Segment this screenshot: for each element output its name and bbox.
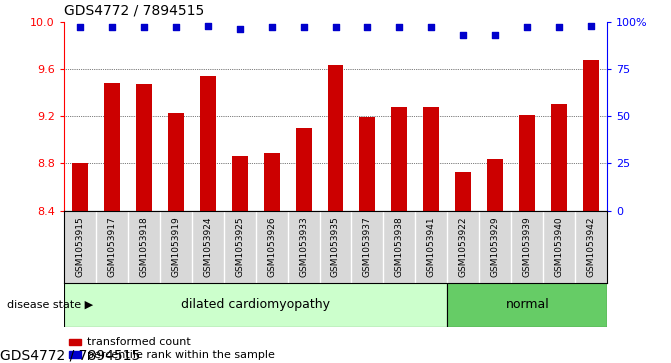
Point xyxy=(298,25,309,30)
Point xyxy=(458,32,469,38)
Point xyxy=(330,25,341,30)
Text: GDS4772 / 7894515: GDS4772 / 7894515 xyxy=(64,4,204,18)
Text: GSM1053942: GSM1053942 xyxy=(586,216,596,277)
Bar xyxy=(136,84,152,211)
Text: GSM1053924: GSM1053924 xyxy=(203,216,212,277)
Point xyxy=(586,23,597,28)
Bar xyxy=(583,60,599,211)
Text: GSM1053919: GSM1053919 xyxy=(171,216,180,277)
Text: GSM1053915: GSM1053915 xyxy=(75,216,85,277)
Bar xyxy=(69,351,81,358)
Point xyxy=(394,25,405,30)
Text: GSM1053940: GSM1053940 xyxy=(555,216,564,277)
Bar xyxy=(423,107,440,211)
Bar xyxy=(552,104,567,211)
Text: GSM1053935: GSM1053935 xyxy=(331,216,340,277)
Text: dilated cardiomyopathy: dilated cardiomyopathy xyxy=(181,298,330,311)
Bar xyxy=(391,107,407,211)
Point xyxy=(426,25,437,30)
Text: percentile rank within the sample: percentile rank within the sample xyxy=(87,350,274,360)
Bar xyxy=(168,113,184,211)
Text: GSM1053939: GSM1053939 xyxy=(523,216,532,277)
Text: GSM1053933: GSM1053933 xyxy=(299,216,308,277)
Bar xyxy=(456,172,471,211)
Text: normal: normal xyxy=(505,298,549,311)
Point xyxy=(490,32,501,38)
Bar xyxy=(104,83,119,211)
Bar xyxy=(64,283,448,327)
Text: GSM1053926: GSM1053926 xyxy=(267,216,276,277)
Point xyxy=(74,25,85,30)
Text: GSM1053917: GSM1053917 xyxy=(107,216,116,277)
Point xyxy=(106,25,117,30)
Text: GSM1053925: GSM1053925 xyxy=(235,216,244,277)
Bar xyxy=(519,115,535,211)
Bar xyxy=(327,65,344,211)
Bar xyxy=(69,339,81,345)
Bar xyxy=(264,153,280,211)
Point xyxy=(266,25,277,30)
Text: GSM1053941: GSM1053941 xyxy=(427,216,436,277)
Point xyxy=(522,25,533,30)
Point xyxy=(362,25,373,30)
Bar xyxy=(487,159,503,211)
Bar xyxy=(72,163,88,211)
Point xyxy=(554,25,565,30)
Text: GSM1053922: GSM1053922 xyxy=(459,216,468,277)
Point xyxy=(202,23,213,28)
Text: GDS4772 / 7894515: GDS4772 / 7894515 xyxy=(0,348,140,362)
Text: disease state ▶: disease state ▶ xyxy=(7,300,93,310)
Point xyxy=(234,26,245,32)
Bar xyxy=(448,283,607,327)
Bar xyxy=(231,156,248,211)
Text: GSM1053938: GSM1053938 xyxy=(395,216,404,277)
Text: GSM1053937: GSM1053937 xyxy=(363,216,372,277)
Point xyxy=(170,25,181,30)
Bar xyxy=(295,128,311,211)
Text: GSM1053929: GSM1053929 xyxy=(491,216,500,277)
Bar xyxy=(200,76,215,211)
Bar xyxy=(360,117,376,211)
Text: transformed count: transformed count xyxy=(87,337,191,347)
Point xyxy=(138,25,149,30)
Text: GSM1053918: GSM1053918 xyxy=(139,216,148,277)
